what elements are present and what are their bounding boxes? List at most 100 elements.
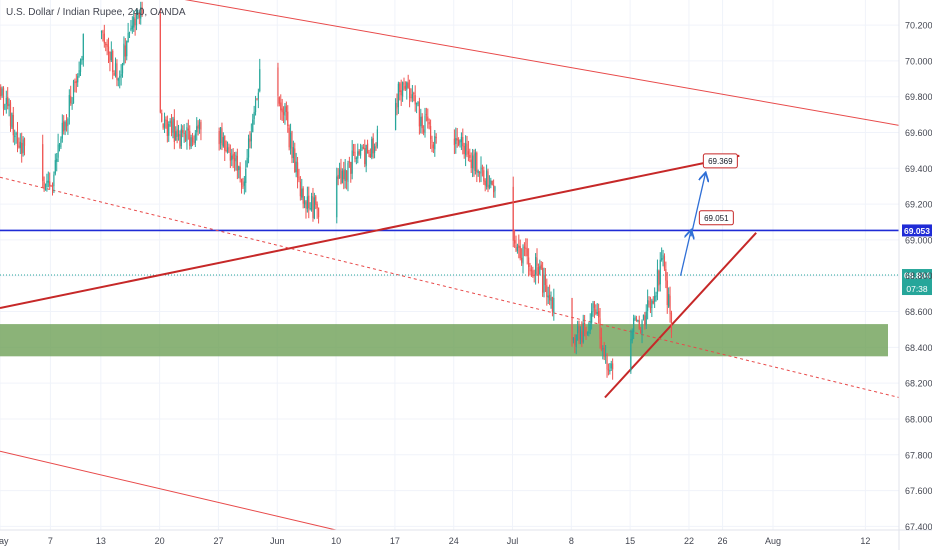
candle-body[interactable] [137,11,139,14]
candle-body[interactable] [486,170,488,187]
candle-body[interactable] [397,83,399,108]
candle-body[interactable] [224,135,226,151]
candle-body[interactable] [526,248,528,257]
candle-body[interactable] [165,119,167,122]
candle-body[interactable] [11,113,13,128]
candle-body[interactable] [138,12,140,18]
trend-line[interactable] [604,232,757,399]
candle-body[interactable] [514,240,516,244]
candle-body[interactable] [250,133,252,142]
channel-boundary-line[interactable] [0,450,337,531]
candle-body[interactable] [9,102,12,126]
candle-body[interactable] [432,144,434,149]
candle-body[interactable] [357,151,359,159]
candle-body[interactable] [65,122,68,127]
candle-body[interactable] [523,246,526,248]
candle-body[interactable] [592,303,594,312]
candle-body[interactable] [630,339,632,372]
candle-body[interactable] [582,323,584,343]
candle-body[interactable] [481,168,484,170]
candle-body[interactable] [317,207,320,218]
candle-body[interactable] [50,185,52,187]
candle-body[interactable] [191,137,194,142]
candle-body[interactable] [16,132,19,147]
candle-body[interactable] [284,105,286,116]
candle-body[interactable] [401,81,404,97]
candle-body[interactable] [519,246,521,259]
candle-body[interactable] [345,170,348,181]
candle-body[interactable] [187,128,189,131]
candle-body[interactable] [642,314,645,320]
candle-body[interactable] [371,138,373,158]
candle-body[interactable] [218,131,220,145]
candle-body[interactable] [369,154,371,158]
candle-body[interactable] [184,134,187,141]
candle-body[interactable] [82,33,84,60]
candle-body[interactable] [159,14,161,113]
candle-body[interactable] [43,181,45,190]
candle-body[interactable] [589,323,591,331]
candle-body[interactable] [418,101,420,127]
candle-body[interactable] [56,158,58,162]
candle-body[interactable] [193,141,195,143]
candle-body[interactable] [535,257,537,275]
candle-body[interactable] [669,295,671,315]
candle-body[interactable] [313,197,315,219]
candle-body[interactable] [198,122,201,129]
candle-body[interactable] [54,160,56,174]
candle-body[interactable] [225,150,227,152]
candle-body[interactable] [344,169,346,181]
candle-body[interactable] [400,90,402,96]
candle-body[interactable] [663,256,666,269]
candle-body[interactable] [649,306,652,310]
candle-body[interactable] [295,161,297,173]
candle-body[interactable] [515,245,517,251]
candle-body[interactable] [77,76,79,83]
candle-body[interactable] [362,147,364,149]
candle-body[interactable] [473,153,475,170]
candle-body[interactable] [243,181,245,186]
candle-body[interactable] [116,63,118,80]
candle-body[interactable] [354,151,356,160]
candle-body[interactable] [131,25,133,30]
candle-body[interactable] [172,117,174,134]
candle-body[interactable] [256,98,258,101]
candle-body[interactable] [117,78,119,81]
candle-body[interactable] [280,102,282,111]
candle-body[interactable] [301,188,303,198]
candle-body[interactable] [540,264,542,269]
candle-body[interactable] [459,140,461,144]
candle-body[interactable] [189,130,191,146]
candle-body[interactable] [64,122,66,131]
candle-body[interactable] [8,104,10,107]
projection-arrow-1[interactable] [679,231,691,276]
candle-body[interactable] [491,180,493,185]
candle-body[interactable] [130,28,132,31]
candle-body[interactable] [493,185,495,193]
candle-body[interactable] [607,369,610,371]
candle-body[interactable] [661,258,663,260]
candle-body[interactable] [182,130,184,133]
candle-body[interactable] [113,72,115,75]
candle-body[interactable] [408,87,411,99]
candle-body[interactable] [477,171,479,173]
candle-body[interactable] [140,7,142,19]
candle-body[interactable] [428,122,430,125]
candle-body[interactable] [249,138,251,142]
candle-body[interactable] [183,133,185,135]
candle-body[interactable] [281,108,283,113]
candle-body[interactable] [112,50,114,73]
candle-body[interactable] [396,103,398,109]
candle-body[interactable] [522,247,524,264]
candle-body[interactable] [462,137,464,147]
candle-body[interactable] [235,154,237,162]
candle-body[interactable] [647,300,649,311]
candle-body[interactable] [476,152,478,173]
candle-body[interactable] [257,92,259,99]
candle-body[interactable] [242,185,244,187]
candle-body[interactable] [63,121,65,132]
candle-body[interactable] [277,67,279,96]
candle-body[interactable] [359,149,362,156]
candle-body[interactable] [278,97,280,104]
